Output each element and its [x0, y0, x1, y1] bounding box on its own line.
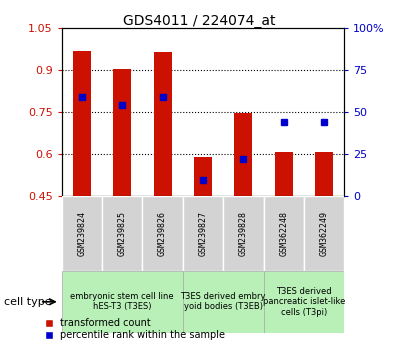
Bar [73, 51, 91, 196]
Bar [113, 69, 131, 196]
Bar [142, 196, 183, 271]
Bar [183, 196, 223, 271]
Legend: transformed count, percentile rank within the sample: transformed count, percentile rank withi… [45, 318, 225, 340]
Text: cell type: cell type [4, 297, 52, 307]
Bar [183, 271, 263, 333]
Bar [275, 152, 293, 196]
Text: GSM362249: GSM362249 [320, 211, 329, 256]
Bar [234, 113, 252, 196]
Bar [263, 196, 304, 271]
Bar [102, 196, 142, 271]
Text: GSM239828: GSM239828 [239, 211, 248, 256]
Bar [263, 271, 344, 333]
Bar [62, 196, 102, 271]
Bar [154, 52, 172, 196]
Text: T3ES derived embry
yoid bodies (T3EB): T3ES derived embry yoid bodies (T3EB) [180, 292, 266, 312]
Bar [315, 152, 333, 196]
Text: embryonic stem cell line
hES-T3 (T3ES): embryonic stem cell line hES-T3 (T3ES) [70, 292, 174, 312]
Text: GSM239826: GSM239826 [158, 211, 167, 256]
Text: GSM239825: GSM239825 [118, 211, 127, 256]
Bar [194, 157, 212, 196]
Bar [304, 196, 344, 271]
Text: GSM239824: GSM239824 [77, 211, 86, 256]
Text: GSM362248: GSM362248 [279, 211, 288, 256]
Text: GDS4011 / 224074_at: GDS4011 / 224074_at [123, 14, 275, 28]
Bar [223, 196, 263, 271]
Text: GSM239827: GSM239827 [199, 211, 207, 256]
Text: T3ES derived
pancreatic islet-like
cells (T3pi): T3ES derived pancreatic islet-like cells… [263, 287, 345, 317]
Bar [62, 271, 183, 333]
